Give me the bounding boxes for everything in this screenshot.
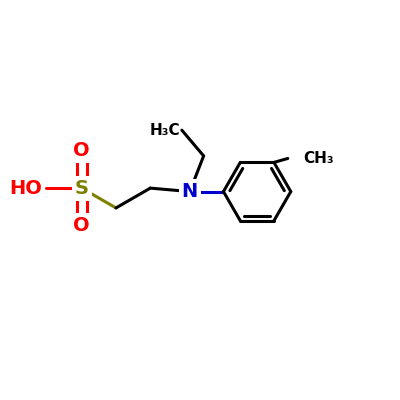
Text: H₃C: H₃C (149, 123, 180, 138)
Text: S: S (75, 179, 89, 198)
Text: HO: HO (9, 179, 42, 198)
Text: O: O (73, 216, 90, 235)
Text: N: N (182, 182, 198, 201)
Text: O: O (73, 141, 90, 160)
Text: CH₃: CH₃ (304, 151, 334, 166)
